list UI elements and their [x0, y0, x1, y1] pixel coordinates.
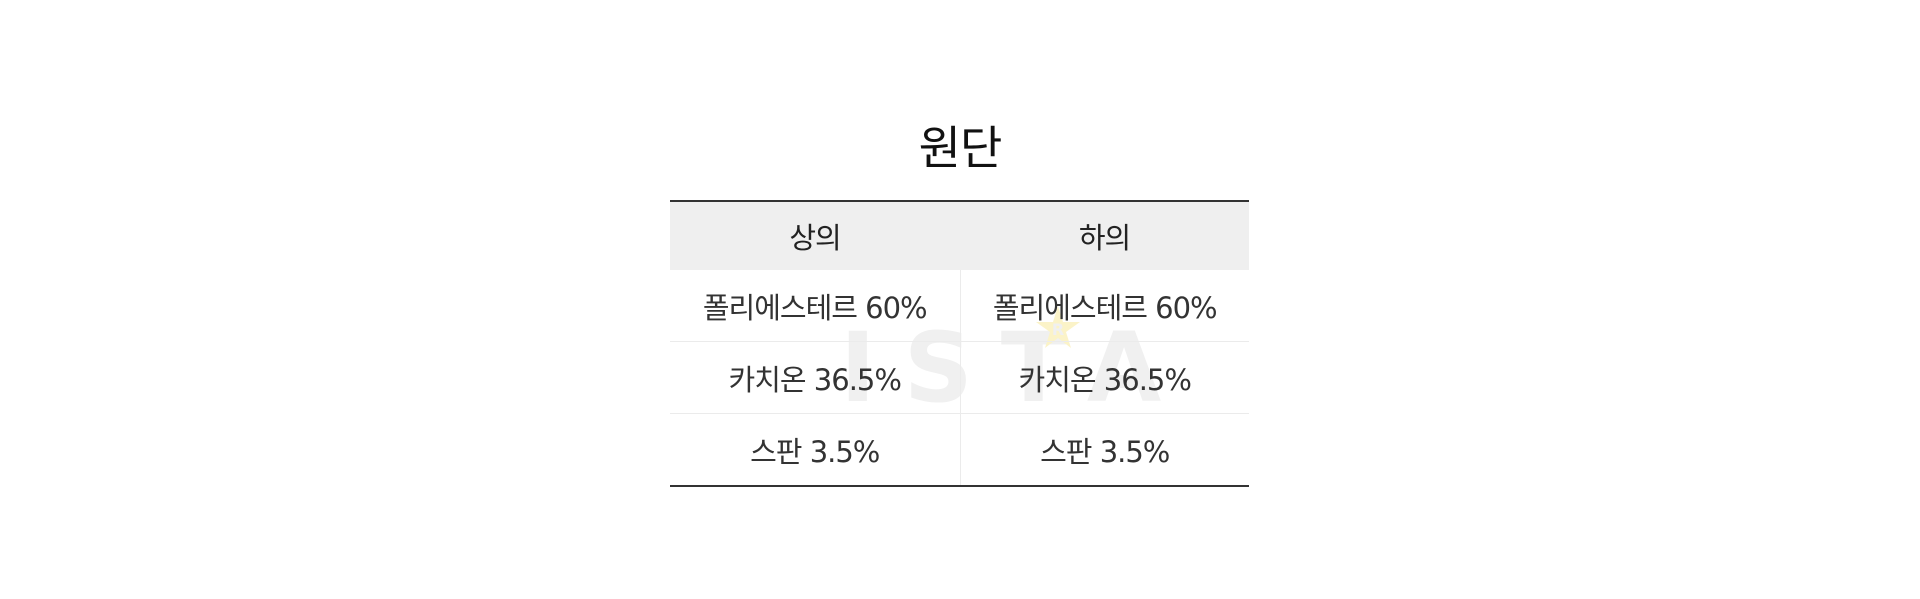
table-cell-bottom: 스판 3.5%: [959, 413, 1249, 486]
header-top-garment: 상의: [670, 201, 960, 270]
header-bottom-garment: 하의: [960, 201, 1249, 270]
fabric-table: 상의 하의 폴리에스테르 60% 폴리에스테르 60% 카치온 36.5% 카치…: [670, 200, 1249, 487]
table-cell-top: 카치온 36.5%: [670, 341, 960, 414]
table-cell-top: 폴리에스테르 60%: [702, 290, 928, 325]
table-row: 스판 3.5% 스판 3.5%: [670, 413, 1249, 486]
table-row: 카치온 36.5% 카치온 36.5%: [670, 341, 1249, 414]
table-cell-top: 스판 3.5%: [670, 413, 960, 486]
table-cell-bottom: 폴리에스테르 60%: [959, 270, 1249, 342]
table-cell-bottom: 카치온 36.5%: [959, 341, 1249, 414]
page-title: 원단: [918, 121, 1003, 175]
table-row: 폴리에스테르 60% 폴리에스테르 60%: [670, 270, 1249, 342]
table-header-row: 상의 하의: [670, 201, 1249, 270]
